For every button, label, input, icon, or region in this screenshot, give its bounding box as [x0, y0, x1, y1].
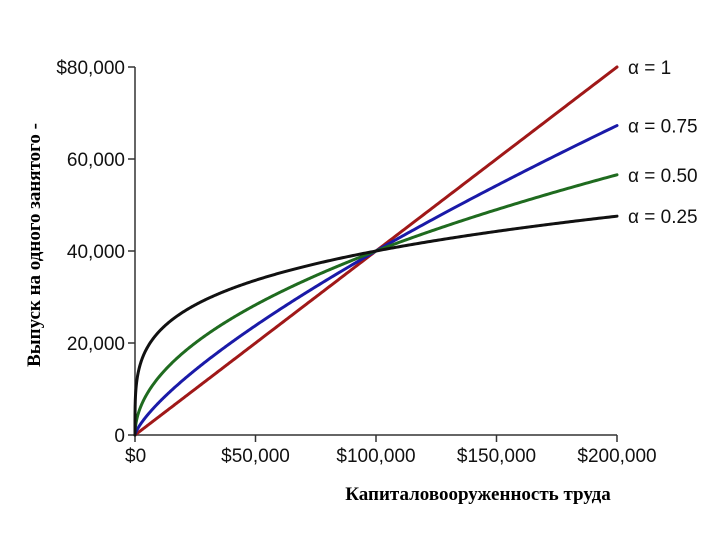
legend-entry-alpha-1: α = 1: [628, 58, 671, 79]
x-tick-labels: $0 $50,000 $100,000 $150,000 $200,000: [125, 435, 657, 467]
y-tick-label: 40,000: [67, 242, 125, 263]
series-line-alpha-0_75: [133, 124, 619, 437]
series-lines: [133, 65, 619, 437]
y-tick-labels: 0 20,000 40,000 60,000 $80,000: [56, 58, 135, 447]
series-line-alpha-0_5: [133, 173, 619, 437]
x-tick-label: $200,000: [577, 446, 656, 467]
y-tick-label: 0: [114, 426, 125, 447]
series-line-alpha-0_25: [133, 214, 619, 437]
x-tick-label: $0: [125, 446, 146, 467]
y-tick-label: 60,000: [67, 150, 125, 171]
x-tick-label: $150,000: [457, 446, 536, 467]
x-tick-label: $50,000: [221, 446, 290, 467]
legend-entry-alpha-0_25: α = 0.25: [628, 207, 698, 228]
legend-entry-alpha-0_5: α = 0.50: [628, 166, 698, 187]
legend: α = 1 α = 0.75 α = 0.50 α = 0.25: [628, 58, 698, 228]
y-axis-title: Выпуск на одного занятого -: [24, 123, 45, 367]
x-tick-label: $100,000: [336, 446, 415, 467]
x-axis-title: Капиталовооруженность труда: [345, 484, 611, 505]
series-line-alpha-1: [133, 65, 619, 437]
legend-entry-alpha-0_75: α = 0.75: [628, 117, 698, 138]
y-tick-label: $80,000: [56, 58, 125, 79]
y-tick-label: 20,000: [67, 334, 125, 355]
